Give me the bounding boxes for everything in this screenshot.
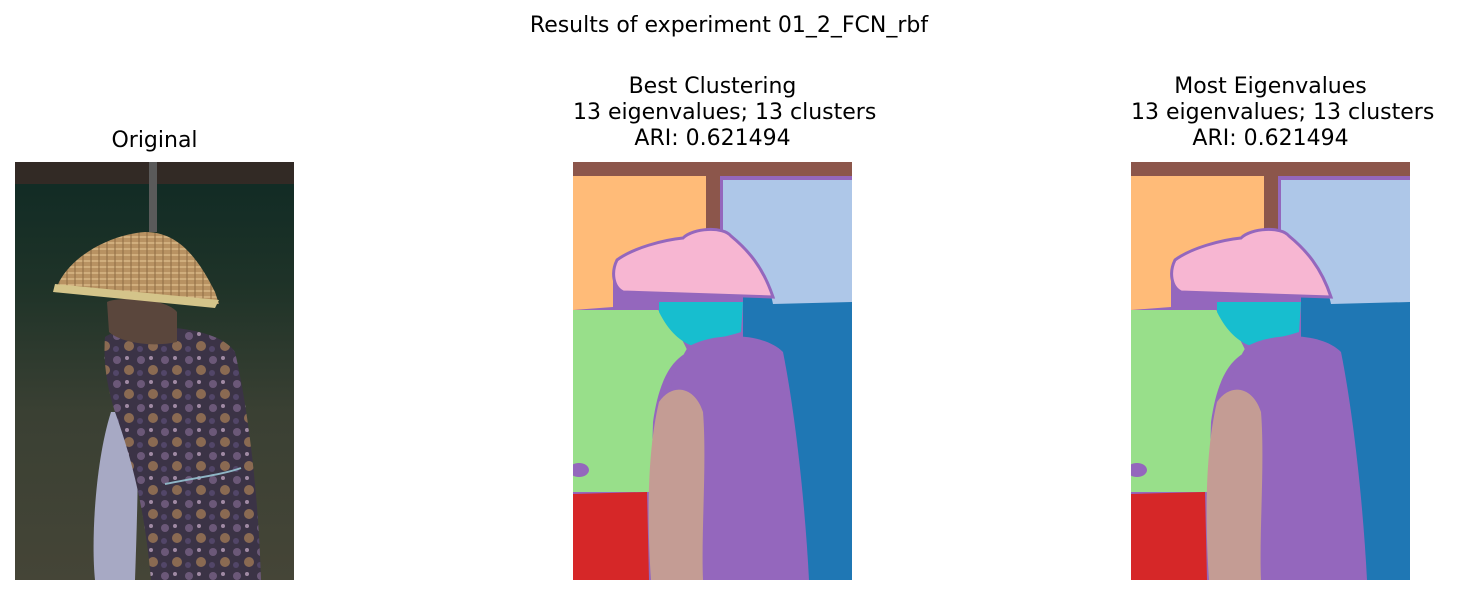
best-title-line-3: ARI: 0.621494	[634, 126, 791, 151]
original-title: Original	[15, 128, 294, 154]
most-title-line-1: Most Eigenvalues	[1174, 74, 1367, 99]
best-title-line-2: 13 eigenvalues; 13 clusters	[573, 100, 877, 125]
best-title: Best Clustering 13 eigenvalues; 13 clust…	[573, 74, 877, 152]
most-title-line-2: 13 eigenvalues; 13 clusters	[1131, 100, 1435, 125]
most-title: Most Eigenvalues 13 eigenvalues; 13 clus…	[1131, 74, 1435, 152]
best-title-line-1: Best Clustering	[628, 74, 797, 99]
original-image	[15, 162, 294, 580]
best-clustering-image	[573, 162, 852, 580]
figure-title: Results of experiment 01_2_FCN_rbf	[529, 13, 929, 38]
original-title-line: Original	[111, 128, 198, 153]
most-title-line-3: ARI: 0.621494	[1192, 126, 1349, 151]
most-eigenvalues-image	[1131, 162, 1410, 580]
